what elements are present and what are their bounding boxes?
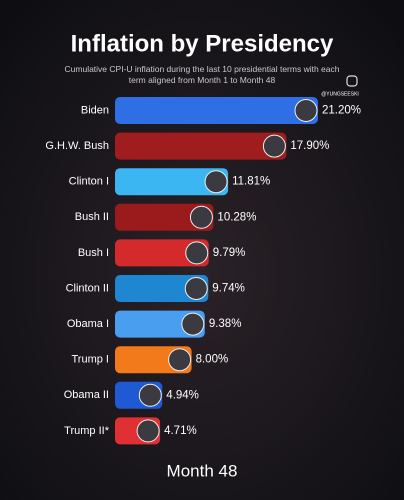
bar (115, 203, 214, 231)
portrait (189, 205, 213, 229)
portrait (181, 312, 205, 336)
portrait (185, 241, 209, 265)
chart-subtitle: Cumulative CPI-U inflation during the la… (64, 64, 340, 85)
portrait (168, 348, 192, 372)
category-label: Trump I (72, 354, 110, 366)
portrait (138, 383, 162, 407)
value-label: 9.74% (212, 283, 245, 295)
value-label: 11.81% (232, 176, 270, 188)
value-label: 4.71% (164, 425, 197, 437)
category-label: Clinton II (66, 282, 109, 294)
bar (115, 132, 287, 160)
portrait (204, 170, 228, 194)
category-label: Biden (81, 104, 109, 116)
bar (115, 168, 229, 196)
category-label: Bush I (78, 247, 109, 259)
value-label: 21.20% (322, 105, 361, 117)
value-label: 9.38% (209, 318, 242, 330)
portrait (136, 419, 160, 443)
category-label: Clinton I (69, 176, 109, 188)
bar (115, 97, 318, 124)
instagram-icon (346, 75, 358, 87)
chart-title: Inflation by Presidency (71, 30, 334, 57)
value-label: 4.94% (166, 389, 199, 401)
category-label: G.H.W. Bush (45, 140, 109, 152)
subtitle-box: Cumulative CPI-U inflation during the la… (64, 64, 340, 85)
portrait (184, 277, 208, 300)
footer: Month 48 (167, 461, 238, 480)
bar (115, 310, 205, 338)
bar (115, 239, 209, 267)
portrait (262, 134, 286, 158)
value-label: 10.28% (217, 211, 256, 223)
category-label: Bush II (75, 211, 109, 223)
value-label: 8.00% (196, 354, 229, 366)
category-label: Obama I (67, 318, 109, 330)
category-label: Obama II (64, 389, 109, 401)
value-label: 17.90% (290, 140, 329, 152)
category-label: Trump II* (64, 425, 110, 437)
bar (115, 275, 209, 302)
value-label: 9.79% (213, 247, 246, 259)
watermark: @YUNGSEESKI (321, 91, 359, 97)
portrait (294, 99, 318, 122)
